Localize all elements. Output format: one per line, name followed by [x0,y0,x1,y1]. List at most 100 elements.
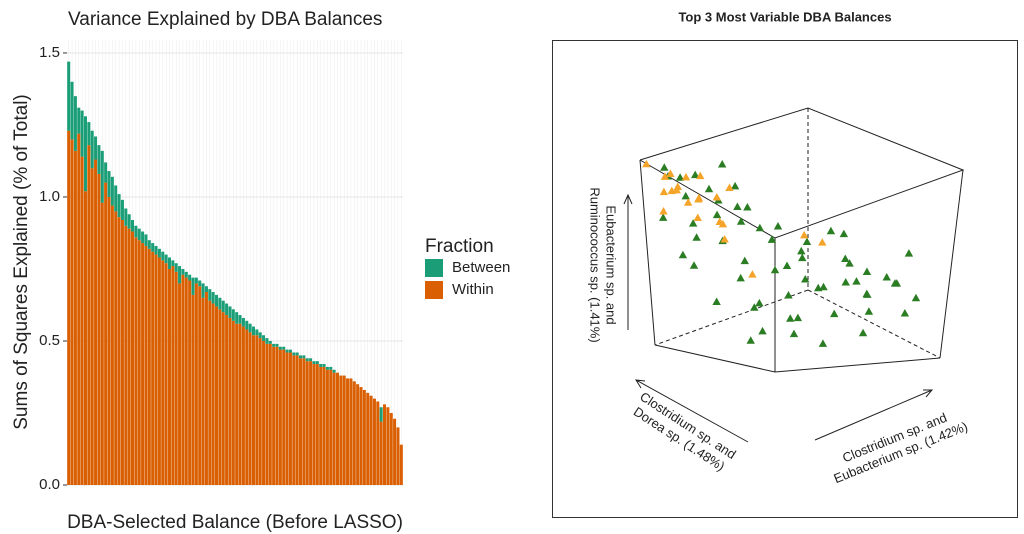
point [864,307,874,315]
bar-segment [299,358,303,485]
bar-segment [154,254,158,485]
point [773,221,783,230]
bar-segment [174,271,178,485]
bar-segment [352,381,356,485]
bar-segment [181,268,185,275]
bar-segment [369,395,373,485]
bar-segment [80,156,84,485]
bar-segment [191,277,195,295]
points [642,159,921,347]
bar-segment [356,384,360,485]
z-axis-title: Eubacterium sp. and Ruminococcus sp. (1.… [588,187,619,342]
bar-segment [127,214,131,229]
bar-segment [299,355,303,359]
point [782,261,792,270]
bar-segment [282,349,286,485]
bar-segment [151,251,155,485]
bar-segment [104,162,108,183]
bar-segment [278,349,282,485]
point [852,277,861,285]
bar-segment [201,283,205,298]
point [660,163,669,171]
bar-segment [188,274,192,281]
bar-segment [73,96,77,151]
bar-segment [396,427,400,485]
bar-segment [362,389,366,485]
point [770,265,780,274]
point [748,270,757,278]
point [720,234,729,243]
point [750,303,759,311]
bar-segment [241,326,245,485]
axis-arrows [623,193,934,443]
bar-segment [97,145,101,174]
legend-label: Between [452,259,510,276]
bar-segment [258,332,262,339]
bar-segment [282,346,286,350]
bar-segment [77,107,81,134]
y-tick-label: 0.0 [39,476,60,493]
bar-segment [262,335,266,341]
y-tick-label: 1.5 [39,44,60,61]
bar-segment [238,315,242,324]
point [736,273,745,282]
bar-segment [114,211,118,485]
point [675,173,685,181]
bar-segment [225,303,229,316]
point [826,226,836,235]
bar-segment [285,349,289,353]
point [659,206,668,215]
point [730,181,740,190]
legend-label: Within [452,281,494,298]
bar-segment [157,248,161,258]
bar-segment [288,349,292,353]
point [800,230,809,239]
bar-segment [107,196,111,485]
bar-segment [248,323,252,333]
bar-segment [228,317,232,485]
bar-segment [285,352,289,485]
bar-segment [161,251,165,261]
point [801,275,810,283]
bar-segment [366,392,370,485]
legend-key [425,281,443,299]
point [642,159,651,168]
point [712,210,722,219]
bar-segment [309,358,313,362]
bar-segment [221,312,225,485]
bar-segment [221,300,225,313]
point [793,313,803,322]
bar-segment [319,366,323,485]
point [660,172,670,180]
bar-segment [104,182,108,485]
point [733,202,742,210]
bar-segment [120,220,124,485]
bar-segment [218,309,222,485]
bar-segment [204,286,208,293]
bar-segment [295,352,299,356]
bar-segment [248,332,252,485]
point [746,336,755,344]
bar-segment [235,312,239,324]
point [673,182,682,191]
bar-segment [70,81,74,140]
point [784,291,793,299]
bar-segment [302,358,306,485]
point [862,267,872,276]
point [693,213,702,222]
point [802,237,812,245]
bar-segment [231,320,235,485]
bar-segment [94,159,98,485]
bar-segment [107,171,111,197]
bar-segment [218,297,222,310]
point [818,238,827,246]
point [911,293,921,302]
point [678,250,688,259]
bar-segment [100,150,104,203]
bar-segment [278,346,282,350]
bar-segment [131,231,135,485]
plot: 0.0 0.5 1.0 1.5 [39,40,403,493]
point [882,273,891,281]
bar-segment [315,361,319,365]
point [743,203,752,211]
